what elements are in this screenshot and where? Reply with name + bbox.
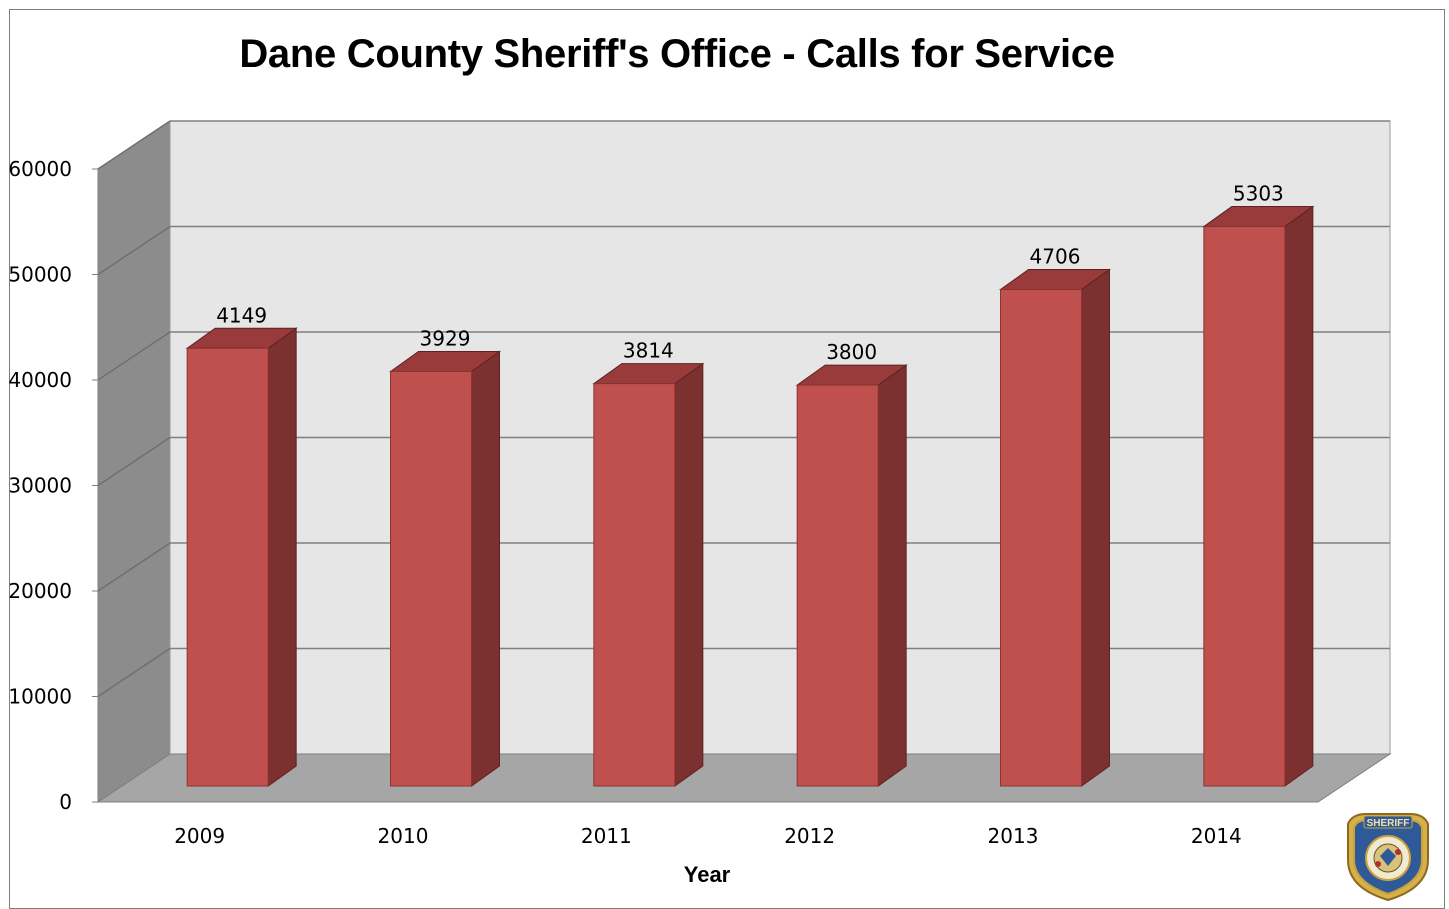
data-label: 3800 xyxy=(826,340,877,364)
bar-side xyxy=(267,327,297,787)
bar-side xyxy=(877,364,907,787)
gridline-side xyxy=(97,331,171,381)
gridline-side xyxy=(97,542,171,592)
y-axis-ticks: 0 10000 20000 30000 40000 50000 60000 xyxy=(8,157,1318,814)
y-tick-label: 10000 xyxy=(8,685,72,709)
bar-front xyxy=(796,384,879,787)
gridline-side xyxy=(97,436,171,487)
data-labels: 4149 3929 3814 3800 4706 5303 xyxy=(216,182,1284,365)
sheriff-badge-icon: SHERIFF xyxy=(1347,813,1429,902)
x-tick-label: 2009 xyxy=(174,824,225,848)
bar xyxy=(1202,205,1315,787)
bar xyxy=(592,362,705,787)
y-tick-label: 50000 xyxy=(8,263,72,287)
bar-front xyxy=(186,347,269,787)
bar-side xyxy=(1284,205,1314,787)
x-tick-label: 2014 xyxy=(1191,824,1242,848)
x-axis-title: Year xyxy=(684,862,731,887)
gridline-side xyxy=(97,647,171,698)
data-label: 4706 xyxy=(1030,245,1081,269)
bar xyxy=(185,327,298,787)
bar-front xyxy=(593,383,676,787)
y-tick-label: 40000 xyxy=(8,368,72,392)
x-tick-label: 2010 xyxy=(378,824,429,848)
bars xyxy=(185,205,1315,787)
x-axis-categories: 2009 2010 2011 2012 2013 2014 xyxy=(174,824,1242,848)
data-label: 5303 xyxy=(1233,182,1284,206)
y-tick-label: 60000 xyxy=(8,157,72,181)
svg-text:SHERIFF: SHERIFF xyxy=(1367,818,1410,829)
bar-front xyxy=(1203,226,1286,787)
bar-front xyxy=(390,370,472,787)
data-label: 3929 xyxy=(420,326,471,350)
y-tick-label: 30000 xyxy=(8,474,72,498)
gridline-side xyxy=(97,120,171,170)
bar xyxy=(388,350,502,787)
bar xyxy=(998,268,1112,787)
gridlines xyxy=(97,120,1390,698)
chart-title: Dane County Sheriff's Office - Calls for… xyxy=(239,32,1115,76)
data-label: 3814 xyxy=(623,339,674,363)
bar xyxy=(795,364,908,787)
data-label: 4149 xyxy=(216,303,267,327)
bar-side xyxy=(471,350,500,787)
bar-side xyxy=(1081,268,1110,787)
bar-side xyxy=(674,362,704,787)
gridline-side xyxy=(97,225,171,276)
y-tick-label: 20000 xyxy=(8,579,72,603)
y-tick-label: 0 xyxy=(59,790,72,814)
x-tick-label: 2012 xyxy=(784,824,835,848)
x-tick-label: 2011 xyxy=(581,824,632,848)
bar-front xyxy=(1000,289,1082,787)
x-tick-label: 2013 xyxy=(988,824,1039,848)
